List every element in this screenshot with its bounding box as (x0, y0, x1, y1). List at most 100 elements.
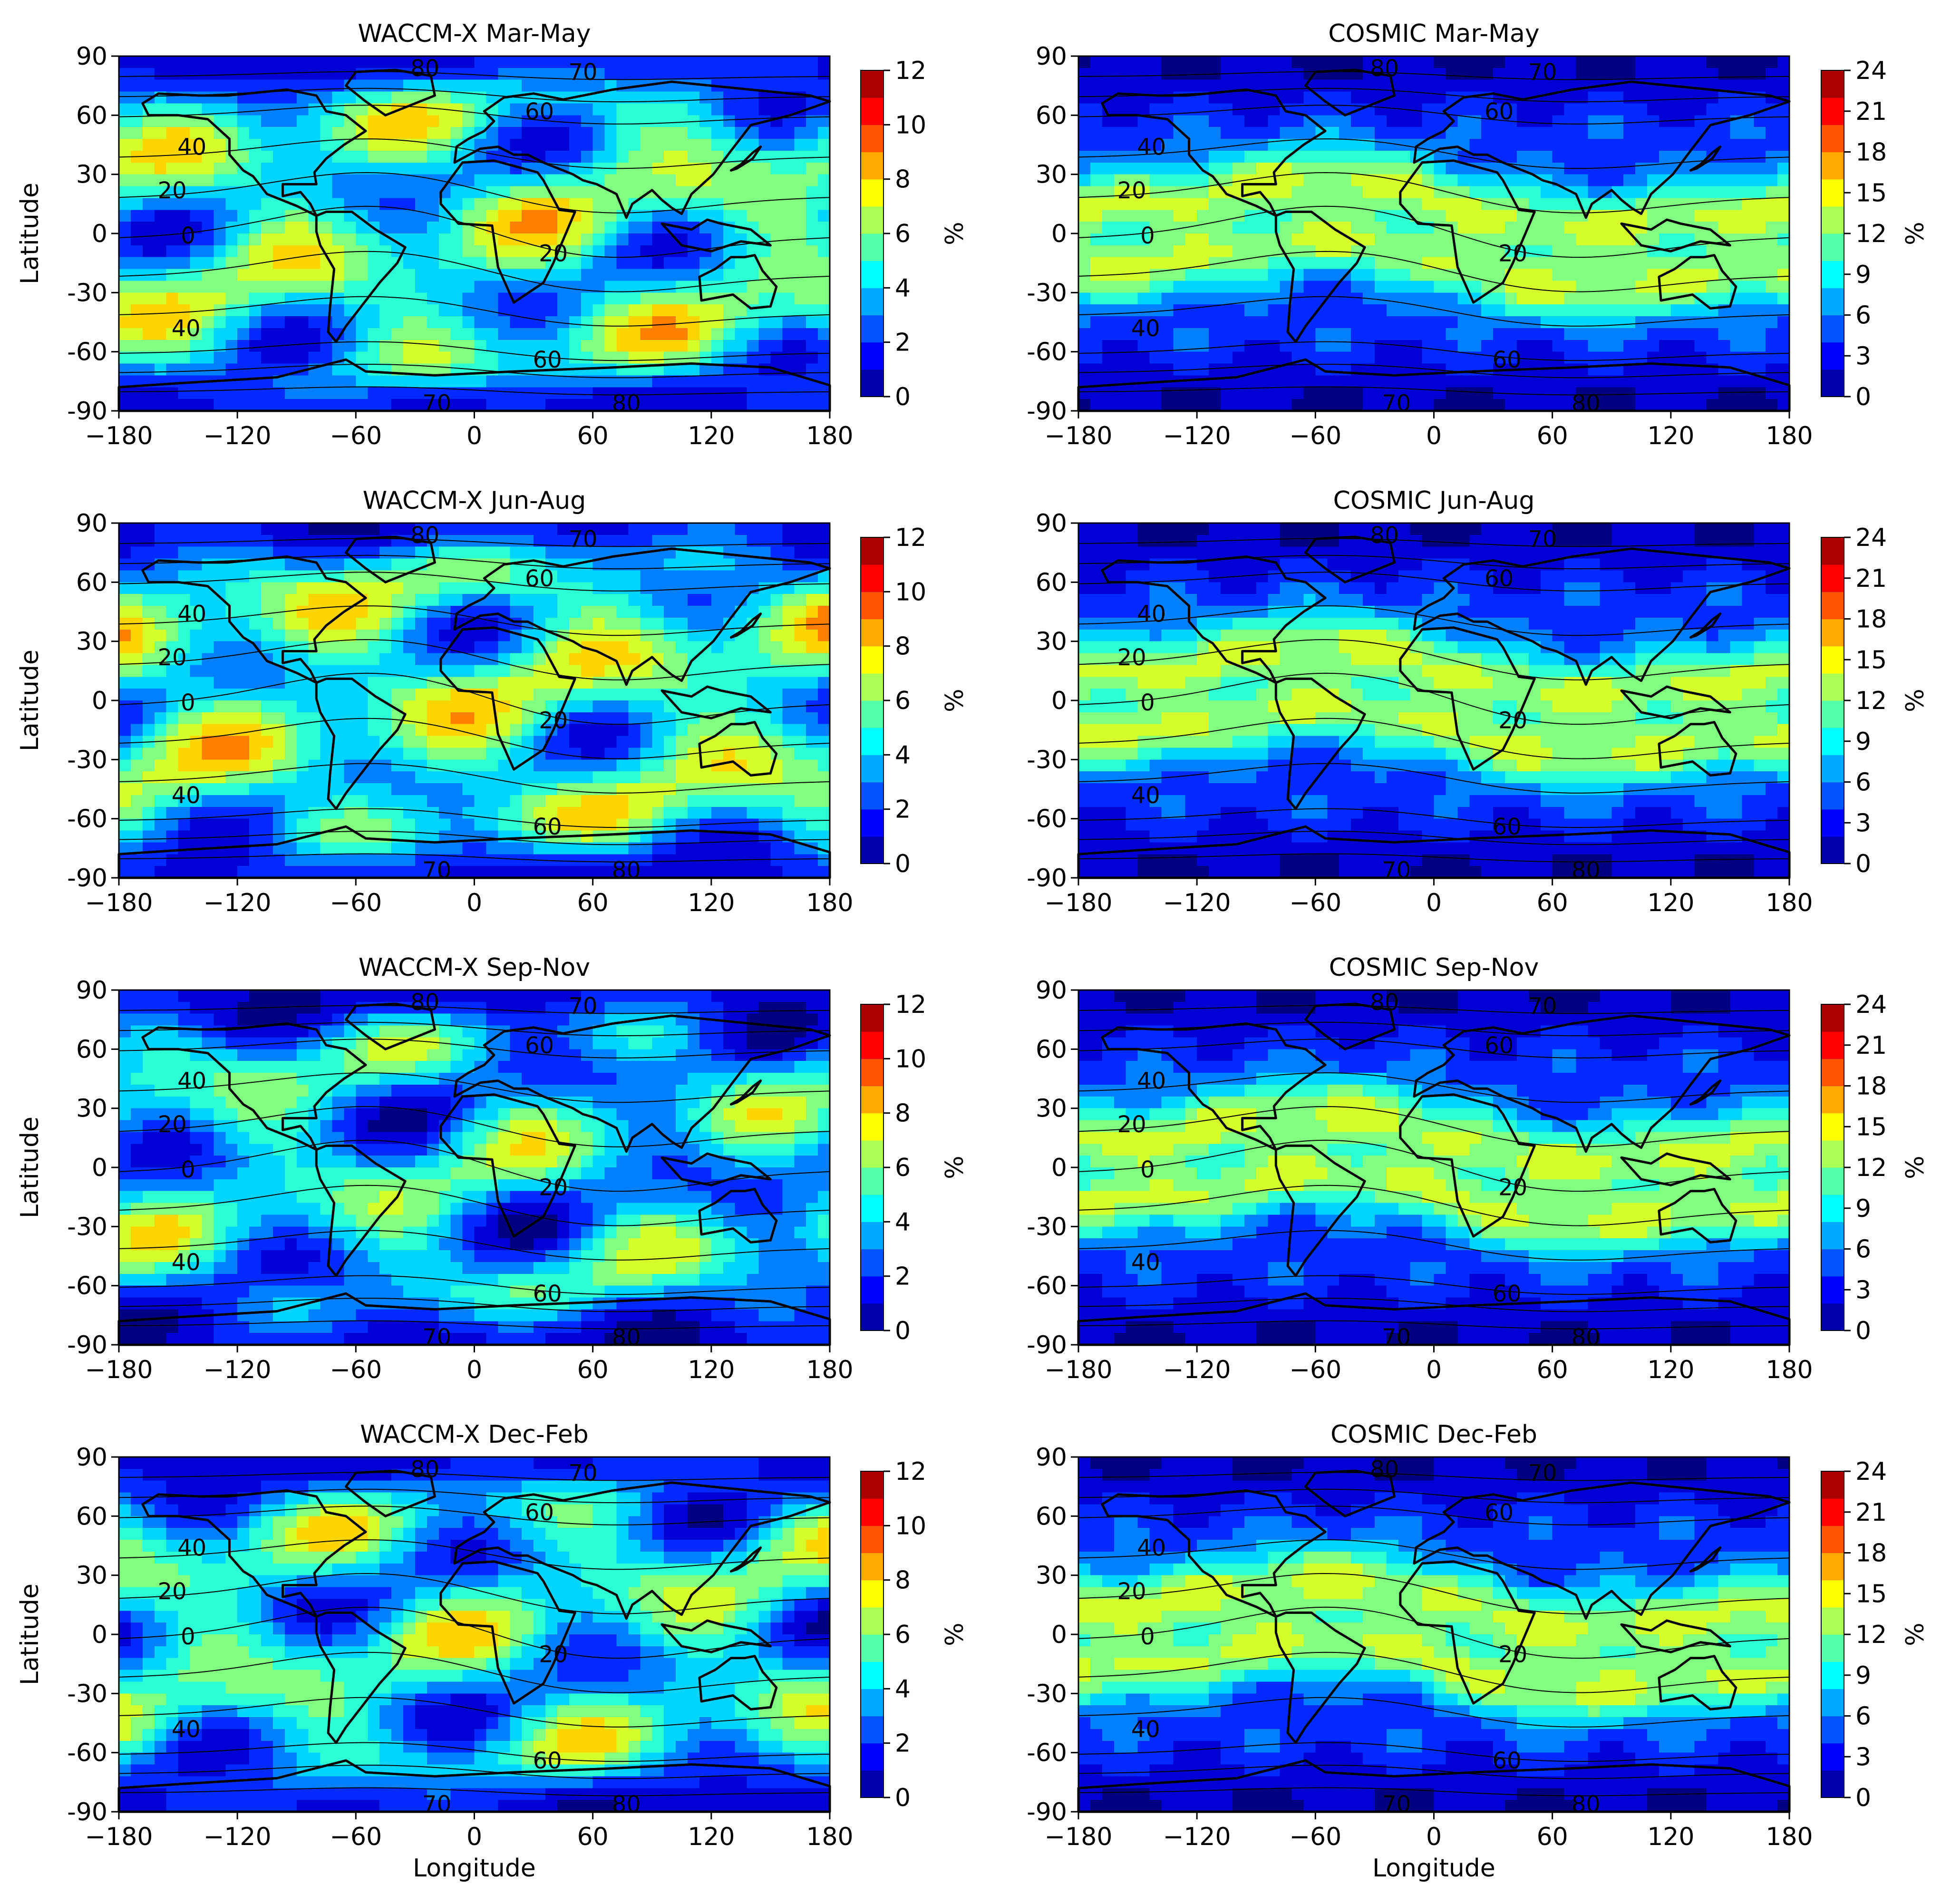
heatmap-cell (308, 854, 321, 866)
heatmap-cell (272, 233, 285, 246)
heatmap-cell (486, 700, 498, 713)
heatmap-cell (166, 222, 179, 234)
panel-title: COSMIC Mar-May (1328, 19, 1539, 48)
heatmap-cell (1078, 387, 1091, 399)
heatmap-cell (427, 606, 439, 618)
heatmap-cell (557, 127, 570, 139)
heatmap-cell (320, 700, 333, 713)
heatmap-field (119, 523, 830, 878)
heatmap-cell (1766, 340, 1778, 352)
heatmap-cell (806, 399, 818, 411)
heatmap-cell (142, 363, 155, 376)
heatmap-cell (391, 304, 404, 317)
heatmap-cell (296, 387, 309, 399)
heatmap-cell (1505, 79, 1517, 92)
heatmap-cell (1670, 174, 1683, 187)
heatmap-cell (1161, 68, 1174, 80)
heatmap-cell (154, 724, 167, 737)
heatmap-cell (1516, 328, 1529, 340)
heatmap-cell (344, 795, 356, 807)
heatmap-cell (581, 665, 593, 677)
heatmap-cell (1718, 103, 1731, 116)
heatmap-cell (1173, 269, 1185, 282)
heatmap-cell (1244, 56, 1257, 68)
heatmap-cell (782, 79, 795, 92)
heatmap-cell (356, 257, 368, 270)
heatmap-cell (1114, 351, 1126, 364)
heatmap-cell (119, 233, 131, 246)
heatmap-cell (1481, 68, 1494, 80)
heatmap-cell (1090, 91, 1103, 104)
heatmap-cell (1126, 127, 1138, 139)
heatmap-cell (616, 281, 629, 293)
heatmap-cell (130, 866, 143, 878)
heatmap-cell (462, 641, 475, 654)
heatmap-cell (427, 617, 439, 630)
heatmap-cell (510, 641, 522, 654)
heatmap-cell (1434, 174, 1446, 187)
heatmap-cell (1659, 257, 1671, 270)
heatmap-cell (711, 375, 724, 388)
heatmap-cell (652, 328, 664, 340)
heatmap-cell (1434, 233, 1446, 246)
heatmap-cell (249, 866, 262, 878)
heatmap-cell (1623, 257, 1636, 270)
heatmap-cell (1244, 281, 1257, 293)
heatmap-cell (1197, 269, 1209, 282)
heatmap-cell (474, 653, 487, 665)
heatmap-cell (1469, 222, 1482, 234)
heatmap-cell (1315, 257, 1328, 270)
heatmap-cell (166, 582, 179, 594)
heatmap-cell (758, 399, 771, 411)
heatmap-cell (1516, 387, 1529, 399)
heatmap-cell (1102, 351, 1115, 364)
heatmap-cell (794, 269, 806, 282)
heatmap-cell (202, 546, 214, 559)
heatmap-cell (130, 641, 143, 654)
heatmap-cell (130, 534, 143, 547)
heatmap-cell (486, 795, 498, 807)
heatmap-cell (1446, 351, 1458, 364)
heatmap-cell (1694, 304, 1707, 317)
colorbar-segment (1821, 315, 1844, 343)
heatmap-cell (1339, 375, 1351, 388)
heatmap-cell (1173, 139, 1185, 151)
heatmap-cell (119, 269, 131, 282)
heatmap-cell (1552, 198, 1565, 210)
heatmap-cell (284, 91, 297, 104)
heatmap-cell (261, 795, 273, 807)
heatmap-cell (604, 328, 617, 340)
heatmap-cell (510, 340, 522, 352)
heatmap-cell (202, 534, 214, 547)
heatmap-cell (142, 546, 155, 559)
heatmap-cell (581, 257, 593, 270)
heatmap-cell (474, 351, 487, 364)
heatmap-cell (1611, 139, 1624, 151)
heatmap-cell (308, 186, 321, 198)
heatmap-cell (296, 351, 309, 364)
heatmap-cell (1221, 115, 1233, 127)
heatmap-cell (1552, 257, 1565, 270)
heatmap-cell (1386, 162, 1399, 175)
heatmap-cell (450, 818, 463, 831)
heatmap-cell (308, 582, 321, 594)
heatmap-cell (1505, 222, 1517, 234)
x-tick-label: −60 (330, 422, 382, 450)
heatmap-cell (510, 399, 522, 411)
heatmap-cell (1694, 351, 1707, 364)
heatmap-cell (1647, 399, 1660, 411)
heatmap-cell (119, 724, 131, 737)
heatmap-cell (1398, 269, 1411, 282)
heatmap-cell (166, 292, 179, 305)
heatmap-cell (818, 245, 830, 258)
heatmap-cell (1469, 340, 1482, 352)
heatmap-cell (1221, 399, 1233, 411)
heatmap-cell (569, 617, 582, 630)
heatmap-cell (604, 269, 617, 282)
heatmap-cell (415, 233, 427, 246)
heatmap-cell (190, 771, 203, 784)
heatmap-cell (510, 523, 522, 535)
heatmap-cell (237, 700, 250, 713)
heatmap-cell (1528, 399, 1541, 411)
heatmap-cell (202, 399, 214, 411)
